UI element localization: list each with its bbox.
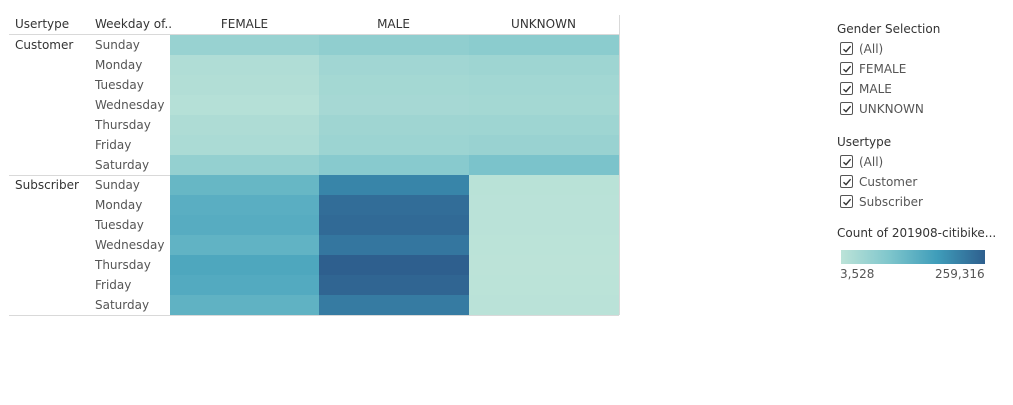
weekday-label-customer-sunday[interactable]: Sunday [95, 38, 140, 52]
heatmap-cell-subscriber-sunday-male[interactable] [319, 175, 469, 195]
heatmap-cell-subscriber-wednesday-unknown[interactable] [469, 235, 619, 255]
heatmap-cell-customer-friday-unknown[interactable] [469, 135, 619, 155]
heatmap-cell-customer-friday-male[interactable] [319, 135, 469, 155]
heatmap-cell-subscriber-sunday-unknown[interactable] [469, 175, 619, 195]
heatmap-cell-customer-saturday-unknown[interactable] [469, 155, 619, 175]
option-label: (All) [859, 154, 884, 169]
column-header-male[interactable]: MALE [377, 17, 410, 31]
weekday-label-customer-wednesday[interactable]: Wednesday [95, 98, 165, 112]
heatmap-cell-subscriber-friday-female[interactable] [170, 275, 319, 295]
heatmap-cell-customer-wednesday-unknown[interactable] [469, 95, 619, 115]
weekday-label-subscriber-thursday[interactable]: Thursday [95, 258, 151, 272]
weekday-label-customer-tuesday[interactable]: Tuesday [95, 78, 144, 92]
checkbox-icon[interactable] [840, 82, 853, 95]
heatmap-cell-customer-tuesday-unknown[interactable] [469, 75, 619, 95]
weekday-label-subscriber-wednesday[interactable]: Wednesday [95, 238, 165, 252]
checkbox-icon[interactable] [840, 175, 853, 188]
column-header-unknown[interactable]: UNKNOWN [511, 17, 576, 31]
heatmap-cell-customer-tuesday-female[interactable] [170, 75, 319, 95]
heatmap-cell-customer-thursday-unknown[interactable] [469, 115, 619, 135]
heatmap-cell-subscriber-monday-unknown[interactable] [469, 195, 619, 215]
heatmap-cell-subscriber-monday-male[interactable] [319, 195, 469, 215]
heatmap-cell-customer-saturday-male[interactable] [319, 155, 469, 175]
legend-title: Count of 201908-citibike... [837, 226, 997, 240]
heatmap-cell-subscriber-wednesday-male[interactable] [319, 235, 469, 255]
legend-min-label: 3,528 [840, 267, 875, 281]
usertype-header[interactable]: Usertype [15, 17, 70, 31]
heatmap-cell-subscriber-thursday-unknown[interactable] [469, 255, 619, 275]
column-header-female[interactable]: FEMALE [220, 17, 269, 31]
checkbox-icon[interactable] [840, 42, 853, 55]
gender-filter-option-unknown[interactable]: UNKNOWN [840, 100, 924, 117]
heatmap-cell-customer-tuesday-male[interactable] [319, 75, 469, 95]
heatmap-cell-customer-wednesday-male[interactable] [319, 95, 469, 115]
heatmap-cell-customer-thursday-female[interactable] [170, 115, 319, 135]
heatmap-cell-customer-wednesday-female[interactable] [170, 95, 319, 115]
heatmap-cell-subscriber-friday-unknown[interactable] [469, 275, 619, 295]
bottom-divider [9, 315, 619, 316]
usertype-filter-title: Usertype [837, 135, 892, 149]
heatmap-cell-subscriber-saturday-male[interactable] [319, 295, 469, 315]
option-label: FEMALE [859, 61, 907, 76]
heatmap-cell-customer-sunday-male[interactable] [319, 35, 469, 55]
heatmap-cell-subscriber-sunday-female[interactable] [170, 175, 319, 195]
weekday-label-subscriber-saturday[interactable]: Saturday [95, 298, 150, 312]
checkbox-icon[interactable] [840, 195, 853, 208]
option-label: MALE [859, 81, 892, 96]
gender-filter-option-all[interactable]: (All) [840, 40, 883, 57]
gender-filter-option-male[interactable]: MALE [840, 80, 892, 97]
heatmap-cell-subscriber-tuesday-female[interactable] [170, 215, 319, 235]
right-border [619, 15, 620, 315]
weekday-label-customer-saturday[interactable]: Saturday [95, 158, 150, 172]
heatmap-cell-customer-saturday-female[interactable] [170, 155, 319, 175]
heatmap-cell-subscriber-friday-male[interactable] [319, 275, 469, 295]
heatmap-cell-subscriber-wednesday-female[interactable] [170, 235, 319, 255]
option-label: Customer [859, 174, 918, 189]
option-label: UNKNOWN [859, 101, 924, 116]
heatmap-cell-customer-thursday-male[interactable] [319, 115, 469, 135]
heatmap-cell-customer-monday-unknown[interactable] [469, 55, 619, 75]
weekday-label-subscriber-monday[interactable]: Monday [95, 198, 143, 212]
weekday-label-customer-thursday[interactable]: Thursday [95, 118, 151, 132]
usertype-filter-option-all[interactable]: (All) [840, 153, 883, 170]
gender-filter-title: Gender Selection [837, 22, 941, 36]
heatmap-cell-subscriber-saturday-female[interactable] [170, 295, 319, 315]
heatmap-cell-customer-monday-female[interactable] [170, 55, 319, 75]
usertype-filter-option-subscriber[interactable]: Subscriber [840, 193, 923, 210]
heatmap-cell-subscriber-monday-female[interactable] [170, 195, 319, 215]
checkbox-icon[interactable] [840, 102, 853, 115]
heatmap-cell-subscriber-thursday-male[interactable] [319, 255, 469, 275]
weekday-label-customer-monday[interactable]: Monday [95, 58, 143, 72]
heatmap-cell-customer-monday-male[interactable] [319, 55, 469, 75]
weekday-label-subscriber-tuesday[interactable]: Tuesday [95, 218, 144, 232]
gender-filter-option-female[interactable]: FEMALE [840, 60, 906, 77]
heatmap-cell-subscriber-saturday-unknown[interactable] [469, 295, 619, 315]
legend-max-label: 259,316 [935, 267, 985, 281]
heatmap-cell-subscriber-tuesday-unknown[interactable] [469, 215, 619, 235]
usertype-label-customer[interactable]: Customer [15, 38, 74, 52]
checkbox-icon[interactable] [840, 155, 853, 168]
heatmap-cell-subscriber-tuesday-male[interactable] [319, 215, 469, 235]
usertype-label-subscriber[interactable]: Subscriber [15, 178, 79, 192]
usertype-filter-option-customer[interactable]: Customer [840, 173, 917, 190]
checkbox-icon[interactable] [840, 62, 853, 75]
heatmap-cell-customer-sunday-female[interactable] [170, 35, 319, 55]
legend-color-ramp [841, 250, 985, 264]
option-label: (All) [859, 41, 884, 56]
weekday-label-subscriber-friday[interactable]: Friday [95, 278, 132, 292]
weekday-label-customer-friday[interactable]: Friday [95, 138, 132, 152]
heatmap-cell-subscriber-thursday-female[interactable] [170, 255, 319, 275]
weekday-header[interactable]: Weekday of.. [95, 17, 173, 31]
weekday-label-subscriber-sunday[interactable]: Sunday [95, 178, 140, 192]
heatmap-cell-customer-friday-female[interactable] [170, 135, 319, 155]
heatmap-cell-customer-sunday-unknown[interactable] [469, 35, 619, 55]
header-divider [9, 34, 619, 35]
option-label: Subscriber [859, 194, 923, 209]
